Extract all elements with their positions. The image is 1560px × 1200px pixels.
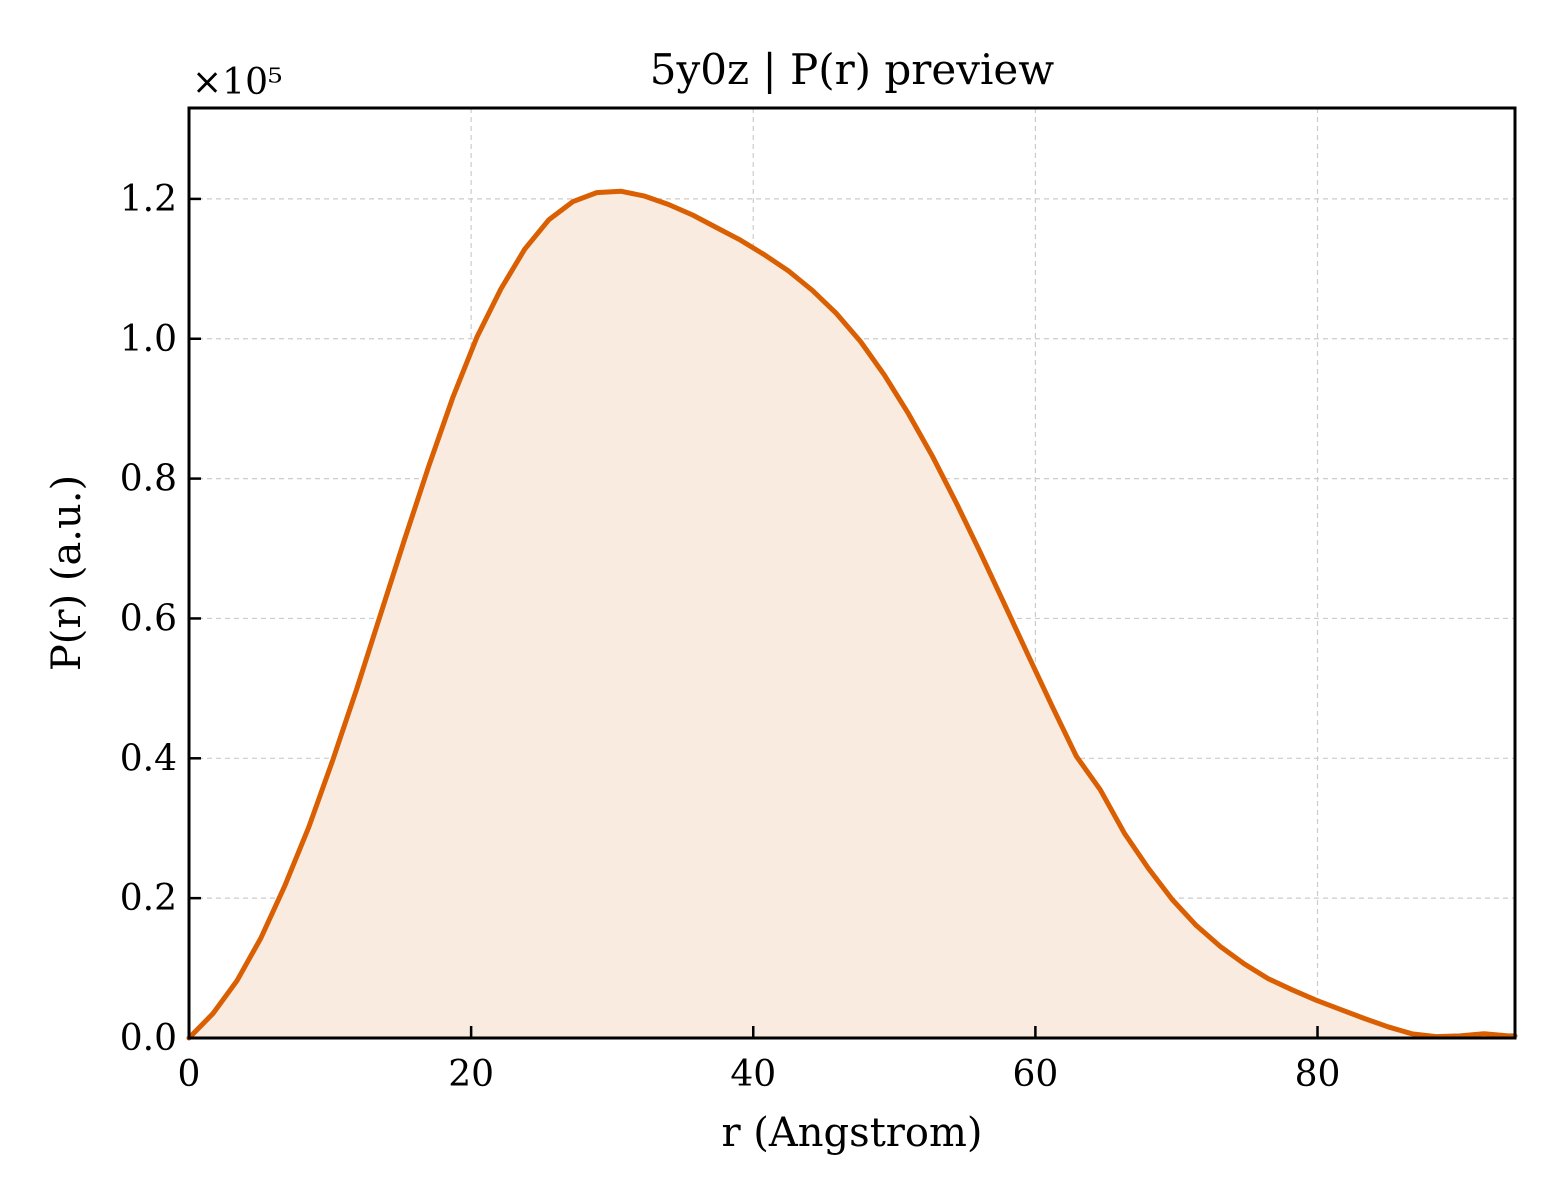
x-tick-label: 60 bbox=[1012, 1054, 1058, 1095]
series-line bbox=[186, 188, 1518, 1041]
x-tick-label: 80 bbox=[1295, 1054, 1341, 1095]
y-tick-label: 0.8 bbox=[120, 459, 177, 500]
data-layer bbox=[186, 188, 1518, 1041]
y-tick-label: 1.0 bbox=[120, 319, 177, 360]
x-tick-label: 0 bbox=[178, 1054, 201, 1095]
x-tick-label: 40 bbox=[730, 1054, 776, 1095]
y-tick-label: 1.2 bbox=[120, 179, 177, 220]
y-axis-label: P(r) (a.u.) bbox=[44, 475, 90, 671]
series-area-fill bbox=[189, 191, 1515, 1038]
y-tick-label: 0.2 bbox=[120, 878, 177, 919]
y-tick-label: 0.4 bbox=[120, 738, 177, 779]
y-tick-label: 0.0 bbox=[120, 1018, 177, 1059]
x-axis-label: r (Angstrom) bbox=[721, 1110, 982, 1156]
plot-frame bbox=[187, 106, 1517, 1040]
x-tick-label: 20 bbox=[448, 1054, 494, 1095]
ticks: 0 20 40 60 80 0.0 0.2 0.4 0.6 0.8 1.0 1.2 bbox=[120, 179, 1341, 1095]
y-multiplier-label: ×10⁵ bbox=[192, 62, 282, 103]
chart-title: 5y0z | P(r) preview bbox=[650, 45, 1054, 94]
y-tick-label: 0.6 bbox=[120, 598, 177, 639]
